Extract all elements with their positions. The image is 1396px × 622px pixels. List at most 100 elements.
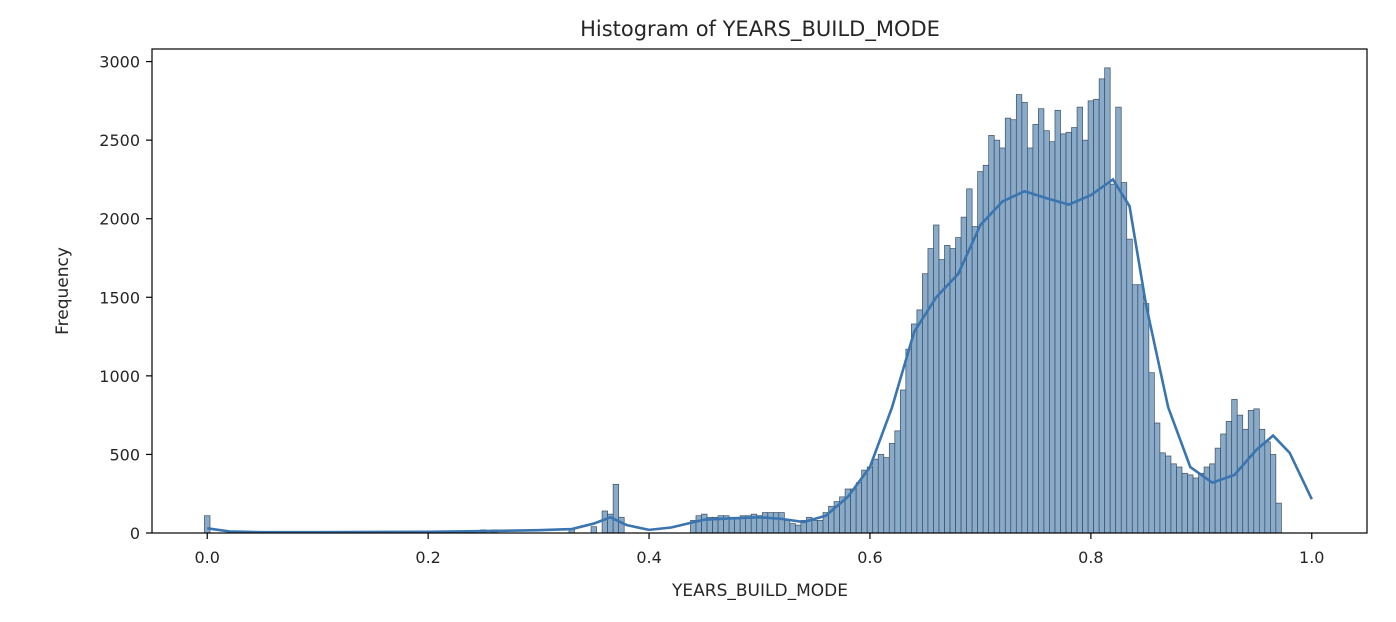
histogram-bar (1071, 127, 1078, 534)
histogram-bar (1087, 100, 1094, 534)
chart-title: Histogram of YEARS_BUILD_MODE (580, 17, 940, 42)
x-tick-label: 0.8 (1078, 548, 1103, 567)
x-tick-label: 0.6 (857, 548, 882, 567)
histogram-bar (966, 188, 973, 534)
y-tick-label: 3000 (99, 53, 140, 72)
histogram-bar (1253, 408, 1260, 534)
kde-curve (207, 177, 1313, 534)
histogram-bar (1214, 447, 1222, 534)
histogram-bar (1026, 147, 1034, 534)
histogram-bar (761, 512, 769, 534)
histogram-bar (1148, 372, 1155, 534)
histogram-bar (1038, 108, 1045, 534)
histogram-bar (811, 520, 818, 534)
histogram-bar (1043, 130, 1050, 534)
histogram-bar (1181, 472, 1188, 534)
histogram-bar (1264, 441, 1271, 534)
histogram-bar (817, 520, 824, 534)
histogram-bar (872, 458, 879, 534)
histogram-bar (938, 259, 945, 534)
histogram-bar (855, 482, 863, 534)
histogram-bar (701, 513, 708, 534)
x-tick-label: 1.0 (1299, 548, 1324, 567)
histogram-bar (866, 466, 874, 534)
histogram-bar (1154, 422, 1161, 534)
histogram-bar (888, 443, 896, 534)
histogram-bar (1010, 119, 1017, 534)
histogram-bar (927, 248, 934, 534)
histogram-bar (1126, 238, 1133, 534)
histogram-bar (618, 516, 625, 534)
x-tick-label: 0.2 (415, 548, 440, 567)
histogram-bar (1247, 410, 1255, 534)
histogram-bar (1131, 284, 1139, 534)
histogram-bar (1198, 472, 1205, 534)
histogram-bar (1098, 78, 1106, 534)
y-axis-ticks: 0 500 1000 1500 2000 2500 3000 (99, 53, 152, 543)
x-axis-ticks: 0.0 0.2 0.4 0.6 0.8 1.0 (195, 533, 1324, 567)
histogram-bar (1065, 131, 1072, 534)
histogram-bar (1275, 502, 1282, 534)
histogram-bar (1142, 303, 1150, 534)
histogram-bar (894, 430, 901, 534)
histogram-bar (1220, 433, 1227, 534)
histogram-bar (955, 237, 962, 534)
plot-frame (151, 48, 1368, 534)
histogram-bar (861, 469, 868, 534)
histogram-bar (795, 524, 802, 534)
y-tick-label: 0 (130, 524, 140, 543)
histogram-bar (767, 512, 774, 534)
histogram-bar (1060, 133, 1067, 534)
histogram-bar (899, 389, 907, 534)
y-tick-label: 500 (109, 445, 140, 464)
bars-group (204, 67, 1282, 534)
y-tick-label: 1500 (99, 288, 140, 307)
histogram-bar (911, 323, 918, 534)
histogram-bar (1032, 124, 1039, 534)
histogram-bar (993, 139, 1001, 534)
x-tick-label: 0.4 (636, 548, 661, 567)
histogram-bar (971, 226, 979, 534)
histogram-bar (695, 515, 702, 534)
x-tick-label: 0.0 (195, 548, 220, 567)
histogram-bar (204, 515, 211, 534)
histogram-bar (1236, 414, 1244, 534)
histogram-bar (916, 309, 923, 534)
histogram-bar (1115, 106, 1122, 534)
histogram-bar (1176, 466, 1183, 534)
histogram-bar (1054, 109, 1061, 534)
histogram-bar (1120, 182, 1128, 534)
histogram-bar (877, 454, 885, 534)
histogram-bar (1004, 117, 1012, 534)
histogram-bar (1015, 94, 1023, 534)
histogram-bar (999, 147, 1006, 534)
histogram-bar (772, 512, 780, 534)
histogram-bar (612, 483, 620, 534)
histogram-bar (1165, 455, 1172, 534)
histogram-bar (883, 457, 890, 534)
y-tick-label: 1000 (99, 367, 140, 386)
histogram-bar (1269, 454, 1277, 534)
histogram-bar (949, 248, 956, 534)
histogram-bar (1093, 98, 1100, 534)
histogram-bar (1192, 477, 1199, 534)
histogram-bar (1159, 452, 1166, 534)
histogram-bar (1242, 428, 1249, 534)
y-axis-label: Frequency (53, 247, 73, 335)
histogram-bar (1187, 474, 1194, 534)
histogram-bar (789, 523, 796, 534)
histogram-bar (850, 488, 857, 534)
y-tick-label: 2500 (99, 131, 140, 150)
histogram-bar (1021, 102, 1028, 534)
x-axis-label: YEARS_BUILD_MODE (671, 581, 848, 601)
histogram-bar (778, 512, 785, 534)
y-tick-label: 2000 (99, 210, 140, 229)
histogram-bar (1231, 399, 1238, 534)
histogram-bar (601, 510, 608, 534)
histogram-bar (1104, 67, 1111, 534)
histogram-bar (590, 526, 597, 534)
histogram-bar (988, 135, 995, 534)
histogram-bar (1076, 106, 1083, 534)
histogram-bar (905, 348, 912, 534)
